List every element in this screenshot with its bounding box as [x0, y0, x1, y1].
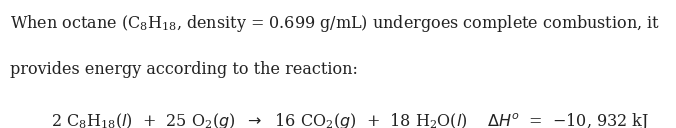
Text: 2 $\mathregular{C_8H_{18}}$($l$)  +  25 $\mathregular{O_2}$($g$)  $\rightarrow$ : 2 $\mathregular{C_8H_{18}}$($l$) + 25 $\… — [51, 111, 649, 128]
Text: provides energy according to the reaction:: provides energy according to the reactio… — [10, 61, 358, 78]
Text: When octane ($\mathregular{C_8H_{18}}$, density = 0.699 g/mL) undergoes complete: When octane ($\mathregular{C_8H_{18}}$, … — [10, 13, 660, 34]
